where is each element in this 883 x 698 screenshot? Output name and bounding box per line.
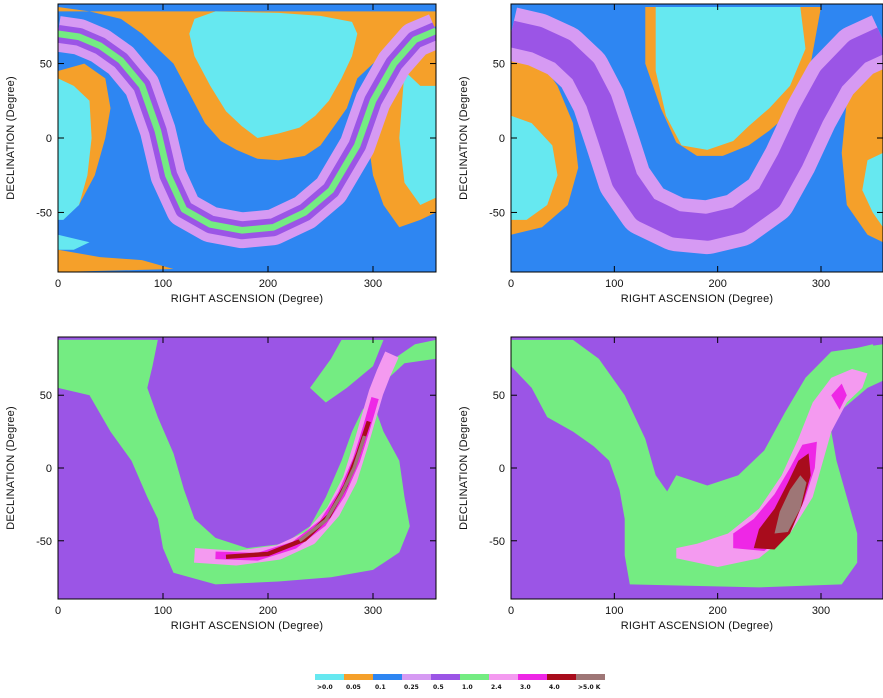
y-tick-label: 0 xyxy=(499,133,505,145)
legend-label: 0.05 xyxy=(346,684,361,691)
y-tick-label: 50 xyxy=(493,390,505,402)
y-axis-label: DECLINATION (Degree) xyxy=(458,76,470,200)
y-tick-label: -50 xyxy=(36,536,52,548)
legend-swatch xyxy=(431,674,460,680)
y-tick-label: -50 xyxy=(489,207,505,219)
x-tick-label: 300 xyxy=(812,278,830,290)
x-tick-label: 300 xyxy=(812,605,830,617)
x-tick-label: 200 xyxy=(259,278,277,290)
x-tick-label: 300 xyxy=(364,278,382,290)
y-tick-label: 50 xyxy=(40,59,52,71)
region-level-0.0 xyxy=(655,7,806,150)
y-tick-label: -50 xyxy=(36,207,52,219)
band-level-5.0 xyxy=(298,435,367,543)
x-tick-label: 100 xyxy=(154,605,172,617)
y-axis-label: DECLINATION (Degree) xyxy=(5,76,17,200)
legend-swatch xyxy=(402,674,431,680)
panel-top-left: 0 100 200 300 50 0 -50 RIGHT ASCENSION (Degree)… xyxy=(5,3,437,305)
legend-label: >5.0 K xyxy=(578,684,601,691)
region-level-0.0 xyxy=(58,234,90,250)
x-tick-label: 100 xyxy=(605,278,623,290)
legend-label: 0.5 xyxy=(433,684,444,691)
x-axis-label: RIGHT ASCENSION (Degree) xyxy=(171,620,324,632)
legend-swatch xyxy=(518,674,547,680)
y-tick-label: 50 xyxy=(40,390,52,402)
region-level-2.4 xyxy=(58,339,153,381)
x-axis-label: RIGHT ASCENSION (Degree) xyxy=(621,620,774,632)
panel-bottom-left: 0 100 200 300 50 0 -50 RIGHT ASCENSION (Degree)… xyxy=(5,336,437,632)
legend-label: 4.0 xyxy=(549,684,560,691)
color-legend: >0.0 0.05 0.1 0.25 0.5 1.0 2.4 3.0 4.0 >5.0 K xyxy=(315,674,605,691)
legend-label: 2.4 xyxy=(491,684,502,691)
legend-swatch xyxy=(547,674,576,680)
legend-label: 0.1 xyxy=(375,684,386,691)
legend-label: 3.0 xyxy=(520,684,531,691)
x-tick-label: 200 xyxy=(708,605,726,617)
y-axis-label: DECLINATION (Degree) xyxy=(458,406,470,530)
blob-level-4.0 xyxy=(831,383,847,410)
region-level-0.0 xyxy=(511,115,558,220)
blob-level-4.5 xyxy=(753,453,811,550)
region-level-0.0 xyxy=(862,152,883,228)
x-tick-label: 100 xyxy=(154,278,172,290)
x-axis-label: RIGHT ASCENSION (Degree) xyxy=(621,293,774,305)
x-tick-label: 0 xyxy=(55,605,61,617)
region-level-0.0 xyxy=(189,11,358,138)
legend-swatch xyxy=(489,674,518,680)
region-level-0.1 xyxy=(58,249,174,272)
legend-swatch xyxy=(315,674,344,680)
y-tick-label: 50 xyxy=(493,59,505,71)
band-level-1.0 xyxy=(511,20,883,241)
y-tick-label: 0 xyxy=(46,133,52,145)
region-level-2.4 xyxy=(310,339,384,403)
legend-swatch xyxy=(576,674,605,680)
x-axis-label: RIGHT ASCENSION (Degree) xyxy=(171,293,324,305)
y-tick-label: 0 xyxy=(46,463,52,475)
blob-level-5.0 xyxy=(774,475,807,534)
band-level-2.4 xyxy=(58,27,436,234)
legend-label: 1.0 xyxy=(462,684,473,691)
legend-swatch xyxy=(344,674,373,680)
panel-bottom-right: 0 100 200 300 50 0 -50 RIGHT ASCENSION (Degree)… xyxy=(458,336,883,632)
plot-area xyxy=(58,4,436,272)
x-tick-label: 0 xyxy=(55,278,61,290)
y-tick-label: -50 xyxy=(489,536,505,548)
blob-level-3.0 xyxy=(676,369,868,567)
region-level-0.0 xyxy=(58,78,92,220)
x-tick-label: 200 xyxy=(708,278,726,290)
legend-label: >0.0 xyxy=(317,684,333,691)
plot-area xyxy=(511,4,883,272)
region-level-2.4 xyxy=(58,339,436,585)
x-tick-label: 0 xyxy=(508,605,514,617)
legend-swatch xyxy=(373,674,402,680)
plot-area xyxy=(511,337,883,599)
region-level-0.0 xyxy=(399,71,436,205)
y-axis-label: DECLINATION (Degree) xyxy=(5,406,17,530)
x-tick-label: 100 xyxy=(605,605,623,617)
legend-swatch xyxy=(460,674,489,680)
x-tick-label: 300 xyxy=(364,605,382,617)
x-tick-label: 200 xyxy=(259,605,277,617)
legend-label: 0.25 xyxy=(404,684,419,691)
x-tick-label: 0 xyxy=(508,278,514,290)
plot-area xyxy=(58,337,436,599)
y-tick-label: 0 xyxy=(499,463,505,475)
panel-top-right: 0 100 200 300 50 0 -50 RIGHT ASCENSION (Degree)… xyxy=(458,3,883,305)
